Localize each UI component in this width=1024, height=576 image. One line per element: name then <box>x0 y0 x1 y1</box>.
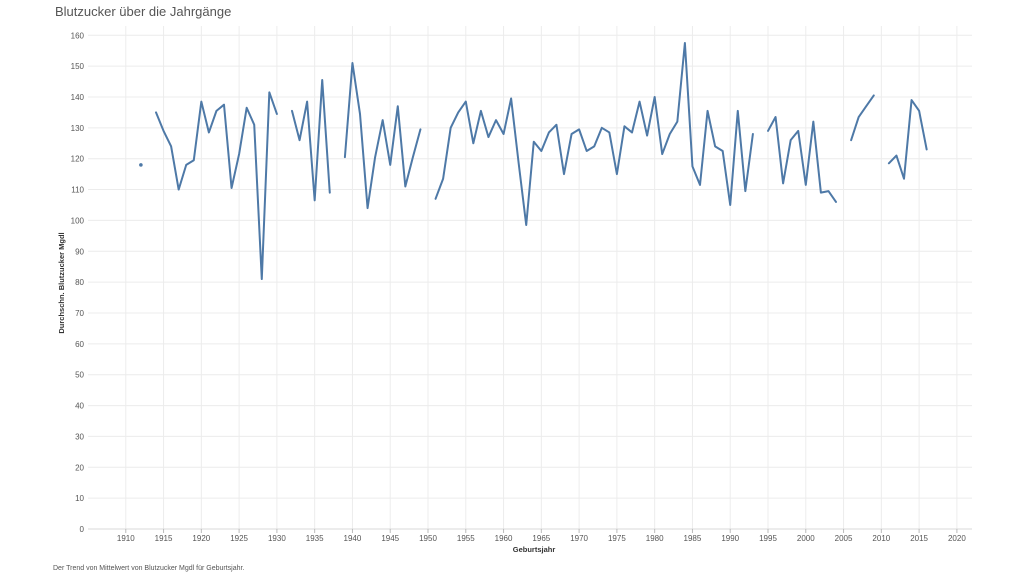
x-tick-label: 1940 <box>344 534 362 543</box>
x-tick-label: 1975 <box>608 534 626 543</box>
x-tick-label: 1935 <box>306 534 324 543</box>
series-line <box>887 99 928 180</box>
data-point <box>139 163 143 167</box>
x-tick-label: 1930 <box>268 534 286 543</box>
x-axis: 1910 1915 1920 1925 1930 1935 1940 1945 1950 1955… <box>117 529 966 543</box>
x-tick-label: 1950 <box>419 534 437 543</box>
x-tick-label: 2020 <box>948 534 966 543</box>
x-tick-label: 1945 <box>381 534 399 543</box>
y-tick-label: 130 <box>71 124 85 133</box>
x-tick-label: 1980 <box>646 534 664 543</box>
series-layer <box>139 41 928 281</box>
y-tick-label: 160 <box>71 31 85 40</box>
y-tick-label: 90 <box>75 247 84 256</box>
x-tick-label: 1990 <box>721 534 739 543</box>
y-tick-label: 100 <box>71 216 85 225</box>
y-tick-label: 30 <box>75 432 84 441</box>
chart-title: Blutzucker über die Jahrgänge <box>55 4 232 19</box>
x-tick-label: 1985 <box>684 534 702 543</box>
y-tick-label: 150 <box>71 62 85 71</box>
x-tick-label: 1965 <box>532 534 550 543</box>
y-tick-label: 20 <box>75 463 84 472</box>
y-tick-label: 40 <box>75 402 84 411</box>
x-tick-label: 1955 <box>457 534 475 543</box>
gridlines <box>88 26 972 530</box>
y-axis-title: Durchschn. Blutzucker Mgdl <box>57 232 66 333</box>
x-tick-label: 2005 <box>835 534 853 543</box>
y-tick-label: 120 <box>71 155 85 164</box>
y-tick-label: 50 <box>75 371 84 380</box>
series-line <box>155 91 278 281</box>
x-tick-label: 2010 <box>872 534 890 543</box>
footer-caption: Der Trend von Mittelwert von Blutzucker … <box>53 565 245 572</box>
series-line <box>850 94 875 142</box>
x-axis-title: Geburtsjahr <box>513 545 556 554</box>
y-tick-label: 140 <box>71 93 85 102</box>
x-tick-label: 2000 <box>797 534 815 543</box>
x-tick-label: 1910 <box>117 534 135 543</box>
y-axis: 0 10 20 30 40 50 60 70 80 90 100 110 120 130 140 150 160 <box>71 31 85 534</box>
x-tick-label: 1925 <box>230 534 248 543</box>
series-line <box>343 62 422 210</box>
x-tick-label: 1960 <box>495 534 513 543</box>
x-tick-label: 1920 <box>192 534 210 543</box>
x-tick-label: 1970 <box>570 534 588 543</box>
series-line <box>291 79 331 202</box>
x-tick-label: 1915 <box>155 534 173 543</box>
series-line <box>434 41 754 227</box>
y-tick-label: 10 <box>75 494 84 503</box>
x-tick-label: 1995 <box>759 534 777 543</box>
y-tick-label: 70 <box>75 309 84 318</box>
y-tick-label: 0 <box>80 525 85 534</box>
y-tick-label: 80 <box>75 278 84 287</box>
series-line <box>767 116 837 203</box>
y-tick-label: 110 <box>71 186 84 195</box>
x-tick-label: 2015 <box>910 534 928 543</box>
y-tick-label: 60 <box>75 340 84 349</box>
